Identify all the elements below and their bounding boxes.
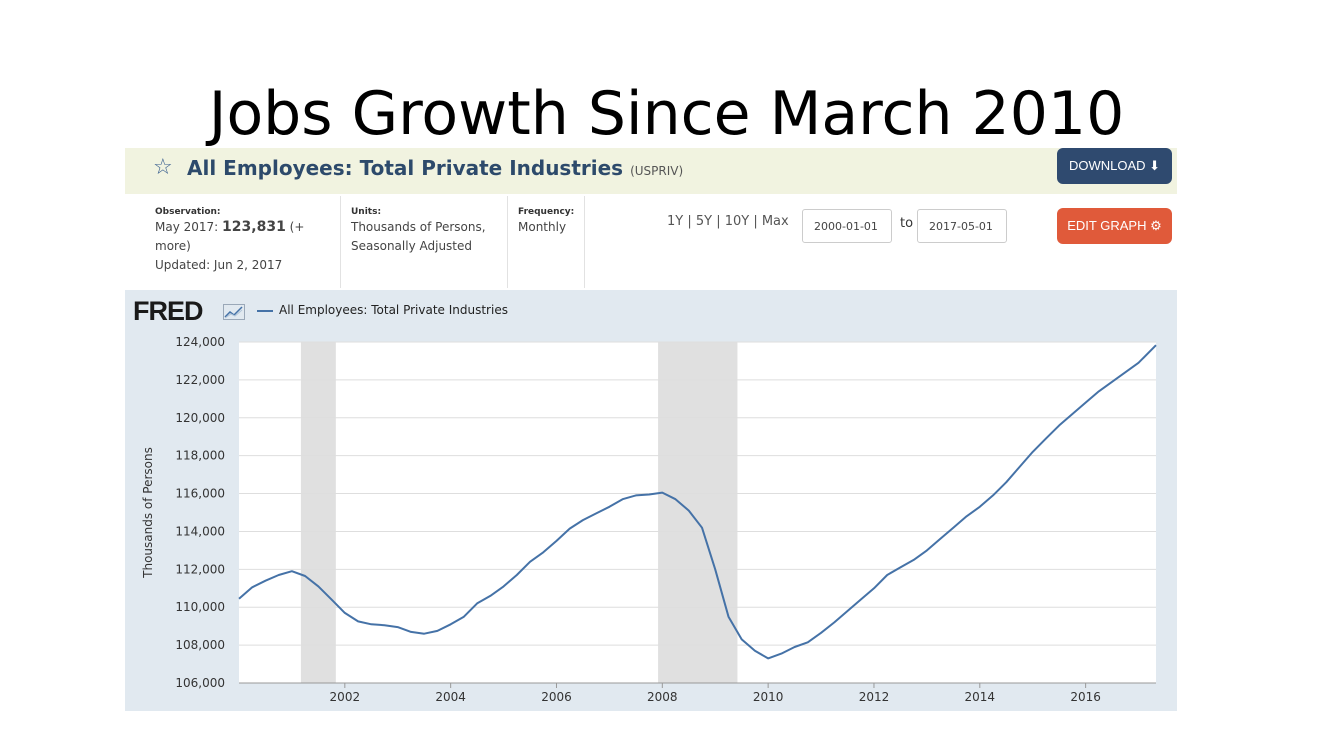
frequency-value: Monthly — [518, 220, 567, 234]
units-label: Units: — [351, 207, 382, 217]
y-tick-label: 114,000 — [175, 524, 225, 538]
updated-date: Updated: Jun 2, 2017 — [155, 258, 283, 272]
legend-label: All Employees: Total Private Industries — [279, 303, 508, 317]
to-label: to — [900, 216, 914, 231]
x-tick-label: 2006 — [541, 690, 572, 704]
y-tick-label: 106,000 — [175, 676, 225, 690]
y-tick-label: 112,000 — [175, 562, 225, 576]
x-tick-label: 2010 — [753, 690, 784, 704]
range-links[interactable]: 1Y | 5Y | 10Y | Max — [667, 214, 789, 229]
y-tick-label: 122,000 — [175, 373, 225, 387]
series-id: (USPRIV) — [630, 164, 684, 178]
x-tick-label: 2014 — [965, 690, 996, 704]
slide-title: Jobs Growth Since March 2010 — [208, 79, 1125, 149]
meta-divider — [584, 196, 585, 288]
observation-value: 123,831 — [222, 219, 286, 235]
fred-logo: FRED — [133, 296, 203, 326]
y-axis-label: Thousands of Persons — [141, 447, 155, 579]
units-block: Units: Thousands of Persons, Seasonally … — [351, 206, 501, 256]
y-tick-label: 116,000 — [175, 487, 225, 501]
series-header-bar: ☆ All Employees: Total Private Industrie… — [125, 148, 1177, 194]
legend-swatch — [257, 309, 273, 312]
meta-divider — [507, 196, 508, 288]
x-tick-label: 2008 — [647, 690, 678, 704]
units-value: Thousands of Persons, Seasonally Adjuste… — [351, 220, 486, 253]
download-button[interactable]: DOWNLOAD ⬇ — [1057, 148, 1172, 184]
chart-legend: All Employees: Total Private Industries — [257, 302, 508, 318]
download-label: DOWNLOAD — [1068, 158, 1146, 173]
y-tick-label: 108,000 — [175, 638, 225, 652]
series-line — [238, 344, 1157, 660]
chart-svg: 106,000 108,000 110,000 112,000 114,000 116,0… — [141, 335, 1157, 704]
recession-band — [300, 342, 336, 683]
edit-graph-label: EDIT GRAPH — [1067, 218, 1147, 233]
y-tick-label: 120,000 — [175, 411, 225, 425]
start-date-input[interactable]: 2000-01-01 — [802, 209, 892, 243]
edit-graph-button[interactable]: EDIT GRAPH ⚙ — [1057, 208, 1172, 244]
y-tick-label: 124,000 — [175, 335, 225, 349]
frequency-block: Frequency: Monthly — [518, 206, 588, 237]
x-tick-label: 2012 — [859, 690, 890, 704]
observation-label: Observation: — [155, 207, 221, 217]
fred-logo-chart-icon — [223, 304, 245, 320]
frequency-label: Frequency: — [518, 207, 575, 217]
observation-date: May 2017: — [155, 220, 219, 234]
recession-band — [658, 342, 738, 683]
y-tick-label: 110,000 — [175, 600, 225, 614]
observation-more-link[interactable]: (+ more) — [155, 220, 305, 253]
x-tick-label: 2002 — [330, 690, 361, 704]
observation-block: Observation: May 2017: 123,831 (+ more) … — [155, 206, 325, 275]
y-tick-label: 118,000 — [175, 449, 225, 463]
x-tick-label: 2004 — [435, 690, 466, 704]
series-title-text: All Employees: Total Private Industries — [187, 156, 624, 180]
star-icon[interactable]: ☆ — [153, 155, 173, 180]
x-tick-label: 2016 — [1070, 690, 1101, 704]
fred-graph-panel: ☆ All Employees: Total Private Industrie… — [125, 148, 1177, 711]
end-date-input[interactable]: 2017-05-01 — [917, 209, 1007, 243]
meta-divider — [340, 196, 341, 288]
download-icon: ⬇ — [1149, 158, 1161, 173]
chart-area: FRED All Employees: Total Private Indust… — [125, 290, 1177, 711]
series-title: All Employees: Total Private Industries … — [187, 153, 683, 186]
gear-icon: ⚙ — [1150, 218, 1162, 233]
